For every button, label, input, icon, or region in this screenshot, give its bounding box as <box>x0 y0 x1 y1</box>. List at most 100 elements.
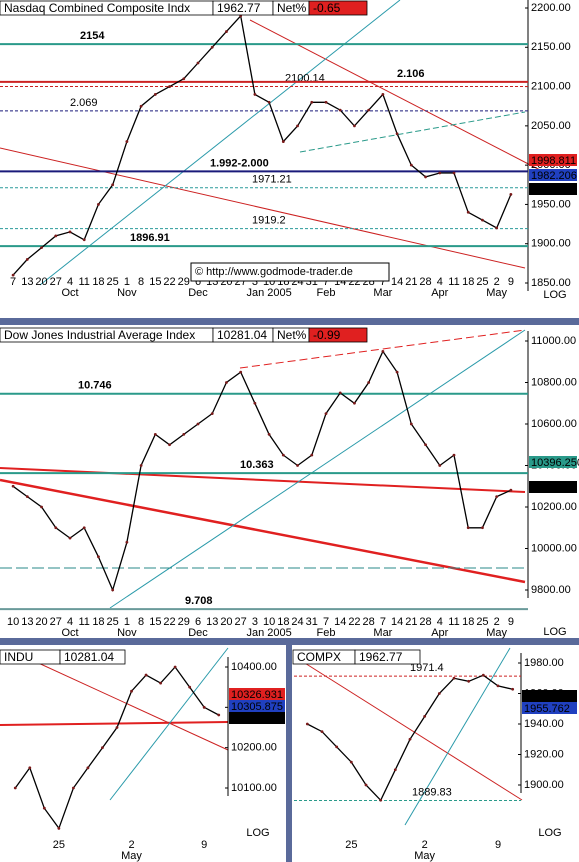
x-tick-label: 14 <box>334 616 346 628</box>
x-tick-label: 25 <box>476 616 488 628</box>
price-point <box>381 349 385 353</box>
x-tick-label: 9 <box>508 276 514 288</box>
x-tick-label: 21 <box>405 616 417 628</box>
price-point <box>395 370 399 374</box>
price-line <box>12 350 512 592</box>
level-label: 1896.91 <box>130 232 170 244</box>
price-point <box>13 786 17 790</box>
net-label: Net% <box>277 328 307 342</box>
month-label: Dec <box>188 287 208 299</box>
price-point <box>437 692 441 695</box>
month-label: Apr <box>431 287 448 299</box>
month-label: May <box>414 850 435 862</box>
price-point <box>40 505 43 509</box>
net-label: Net% <box>277 1 307 15</box>
price-point <box>466 526 470 530</box>
price-point <box>253 401 257 405</box>
last-value-box <box>529 481 577 493</box>
x-tick-label: 18 <box>462 616 474 628</box>
price-point <box>202 705 206 709</box>
scale-label: LOG <box>543 626 566 638</box>
x-tick-label: 25 <box>476 276 488 288</box>
level-label: 1889.83 <box>412 786 452 798</box>
last-value-label: 1998.811 <box>531 155 576 167</box>
x-tick-label: 18 <box>462 276 474 288</box>
last-value-box <box>522 690 577 702</box>
y-tick-label: 10200.00 <box>231 742 277 754</box>
month-label: Feb <box>317 627 336 639</box>
x-tick-label: 14 <box>391 276 403 288</box>
x-tick-label: 18 <box>277 616 289 628</box>
price-point <box>196 61 200 65</box>
month-label: Oct <box>61 627 78 639</box>
price-point <box>353 124 356 128</box>
price-point <box>452 676 456 680</box>
month-label: Mar <box>373 627 392 639</box>
last-value-label: 10396.250 <box>531 457 579 469</box>
price-point <box>196 422 200 426</box>
last-price-box <box>354 649 421 665</box>
price-point <box>495 495 499 499</box>
x-tick-label: 25 <box>107 616 119 628</box>
x-tick-label: 20 <box>220 616 232 628</box>
month-label: Dec <box>188 627 208 639</box>
y-tick-label: 1940.00 <box>524 718 564 730</box>
level-label: 9.708 <box>185 595 213 607</box>
month-label: Apr <box>431 627 448 639</box>
price-point <box>253 93 257 96</box>
price-point <box>395 132 399 136</box>
last-value-box <box>229 700 285 712</box>
price-point <box>28 766 32 770</box>
x-tick-label: 20 <box>35 616 47 628</box>
x-tick-label: 11 <box>79 276 90 288</box>
price-point <box>68 536 72 540</box>
x-tick-label: 25 <box>107 276 119 288</box>
price-point <box>130 689 133 693</box>
y-tick-label: 1980.00 <box>524 657 564 669</box>
level-label: 1971.4 <box>410 662 444 674</box>
price-point <box>54 234 58 238</box>
price-point <box>353 401 356 405</box>
chart-title: INDU <box>4 650 33 664</box>
x-tick-label: 10 <box>263 616 275 628</box>
price-point <box>210 45 214 49</box>
x-tick-label: 7 <box>323 276 329 288</box>
price-point <box>509 192 513 196</box>
x-tick-label: 22 <box>163 616 175 628</box>
trend-line <box>0 467 526 493</box>
net-change: -0.65 <box>313 1 341 15</box>
y-tick-label: 10400.00 <box>231 661 277 673</box>
price-point <box>144 673 148 677</box>
price-point <box>364 783 368 787</box>
price-point <box>125 540 129 544</box>
price-point <box>173 665 177 669</box>
separator <box>286 645 292 862</box>
x-tick-label: 6 <box>195 616 201 628</box>
price-point <box>225 381 228 384</box>
y-tick-label: 10000.00 <box>531 542 577 554</box>
price-point <box>125 140 129 143</box>
price-point <box>11 273 15 277</box>
last-value-box <box>529 154 577 166</box>
price-point <box>296 124 299 128</box>
month-label: Nov <box>117 287 137 299</box>
price-point <box>424 443 427 447</box>
price-line <box>14 665 220 830</box>
price-point <box>225 30 228 33</box>
price-point <box>82 238 86 242</box>
price-point <box>25 495 29 499</box>
price-point <box>72 786 75 790</box>
price-point <box>495 226 499 230</box>
x-tick-label: 4 <box>437 276 443 288</box>
level-label: 10.746 <box>78 380 112 392</box>
last-value-label: 10279.41 <box>531 482 577 494</box>
x-tick-label: 9 <box>508 616 514 628</box>
separator <box>0 638 579 645</box>
x-tick-label: 27 <box>235 616 247 628</box>
price-point <box>168 85 171 88</box>
x-tick-label: 28 <box>419 276 431 288</box>
scale-label: LOG <box>246 827 269 839</box>
separator <box>0 318 579 325</box>
x-tick-label: 14 <box>391 616 403 628</box>
